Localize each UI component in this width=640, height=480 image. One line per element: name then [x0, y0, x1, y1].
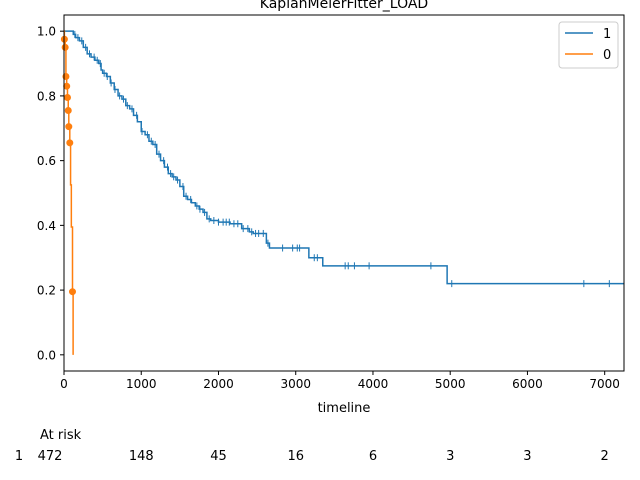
series-line-1 [64, 30, 624, 285]
y-tick-label: 0.4 [37, 219, 56, 233]
at-risk-count: 16 [287, 449, 304, 464]
legend[interactable]: 1 0 [558, 21, 619, 69]
censor-mark [65, 123, 73, 131]
censor-mark [68, 288, 76, 296]
x-tick-label: 5000 [435, 377, 466, 391]
at-risk-label: At risk [40, 428, 82, 443]
x-tick-label: 6000 [512, 377, 543, 391]
y-tick-label: 0.8 [37, 89, 56, 103]
at-risk-count: 3 [523, 449, 531, 464]
series-layer [60, 30, 624, 355]
censor-mark [63, 94, 71, 102]
axes-layer [63, 14, 625, 372]
at-risk-count: 3 [446, 449, 454, 464]
y-axis: 0.0 0.2 0.4 0.6 0.8 1.0 [37, 25, 64, 362]
plot-frame [63, 14, 625, 372]
at-risk-table: 472 148 45 16 6 3 3 2 [38, 449, 609, 464]
y-tick-label: 0.6 [37, 154, 56, 168]
x-axis-label: timeline [318, 401, 371, 416]
at-risk-count: 6 [369, 449, 377, 464]
at-risk-count: 45 [210, 449, 227, 464]
legend-label-1: 1 [603, 27, 611, 42]
at-risk-count: 2 [601, 449, 609, 464]
y-tick-label: 1.0 [37, 25, 56, 39]
x-tick-label: 0 [60, 377, 68, 391]
censor-mark [63, 82, 71, 90]
x-tick-label: 7000 [589, 377, 620, 391]
y-tick-label: 0.0 [37, 348, 56, 362]
x-tick-label: 3000 [280, 377, 311, 391]
at-risk-count: 148 [129, 449, 154, 464]
censor-mark [66, 139, 74, 147]
censor-mark [64, 106, 72, 114]
at-risk-row-label: 1 [15, 449, 23, 464]
x-tick-label: 2000 [203, 377, 234, 391]
x-tick-label: 1000 [126, 377, 157, 391]
series-1 [64, 30, 624, 288]
censor-mark [61, 43, 69, 51]
x-axis: 0 1000 2000 3000 4000 5000 6000 7000 [60, 371, 620, 391]
legend-label-0: 0 [603, 48, 611, 63]
chart-title: KaplanMeierFitter_LOAD [260, 0, 428, 12]
x-tick-label: 4000 [358, 377, 389, 391]
y-tick-label: 0.2 [37, 284, 56, 298]
at-risk-count: 472 [38, 449, 63, 464]
